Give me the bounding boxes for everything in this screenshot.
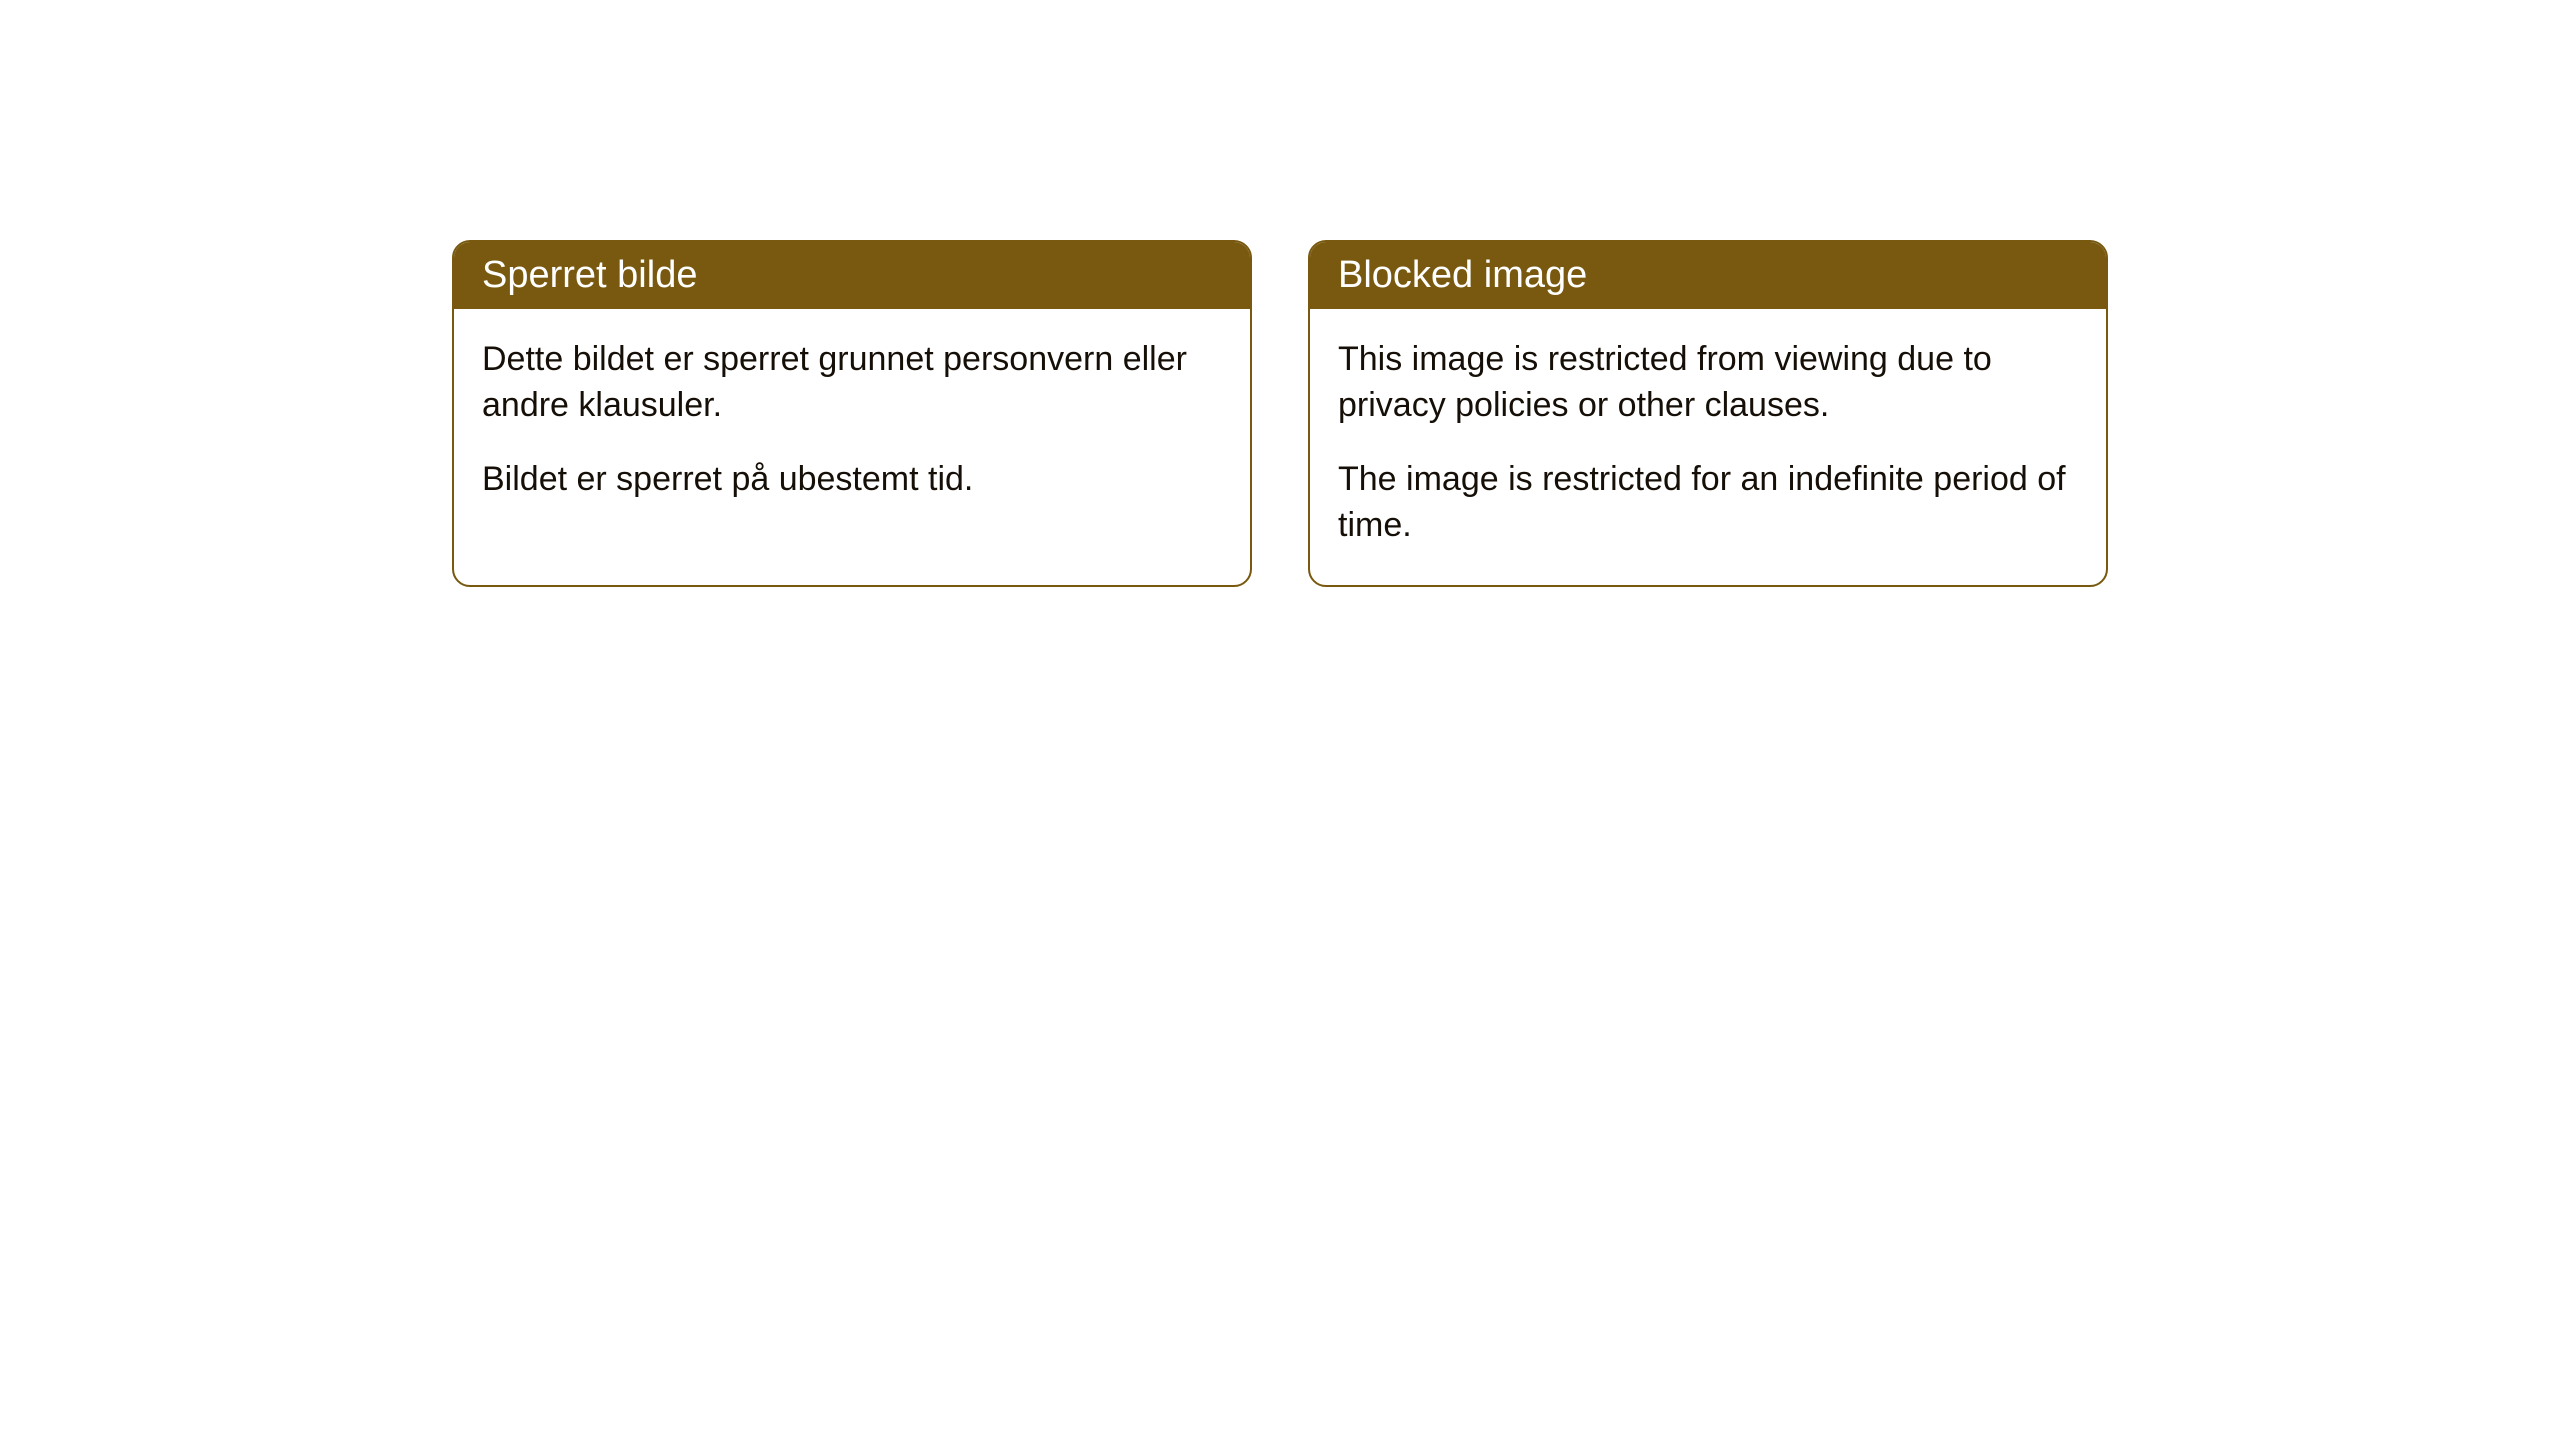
notice-paragraph: The image is restricted for an indefinit… — [1338, 457, 2078, 549]
notice-container: Sperret bilde Dette bildet er sperret gr… — [0, 240, 2560, 587]
notice-paragraph: Bildet er sperret på ubestemt tid. — [482, 457, 1222, 503]
notice-card-norwegian: Sperret bilde Dette bildet er sperret gr… — [452, 240, 1252, 587]
card-body-norwegian: Dette bildet er sperret grunnet personve… — [454, 309, 1250, 539]
card-header-norwegian: Sperret bilde — [454, 242, 1250, 309]
card-header-english: Blocked image — [1310, 242, 2106, 309]
card-body-english: This image is restricted from viewing du… — [1310, 309, 2106, 585]
notice-paragraph: This image is restricted from viewing du… — [1338, 337, 2078, 429]
card-title: Sperret bilde — [482, 254, 697, 296]
card-title: Blocked image — [1338, 254, 1587, 296]
notice-card-english: Blocked image This image is restricted f… — [1308, 240, 2108, 587]
notice-paragraph: Dette bildet er sperret grunnet personve… — [482, 337, 1222, 429]
